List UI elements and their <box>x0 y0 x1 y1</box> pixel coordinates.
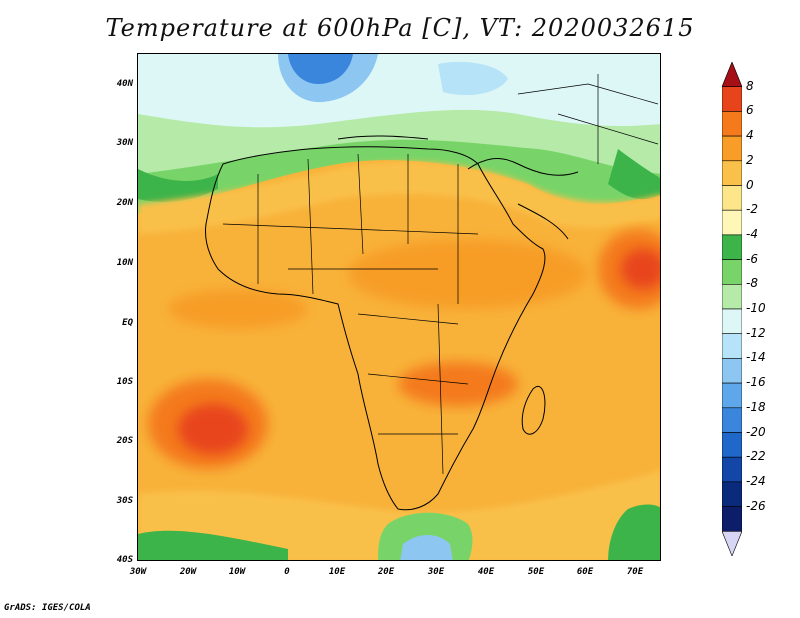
colorbar-level-label: -8 <box>746 276 758 291</box>
colorbar-level-label: -2 <box>746 202 758 217</box>
coastline-africa <box>205 135 579 511</box>
lon-label-10e: 10E <box>328 567 346 577</box>
cold-core-med <box>288 54 353 84</box>
colorbar-swatch <box>722 530 742 556</box>
green-southeast <box>608 504 660 560</box>
colorbar-level-label: -12 <box>746 325 766 340</box>
lon-label-20e: 20E <box>377 567 395 577</box>
colorbar-swatch <box>722 407 742 433</box>
lat-label-20n: 20N <box>116 198 133 208</box>
temperature-map <box>137 53 661 561</box>
warm-area-central <box>348 239 588 309</box>
green-west <box>138 169 218 202</box>
lon-label-20w: 20W <box>179 567 197 577</box>
colorbar-swatch <box>722 308 742 335</box>
lat-label-30s: 30S <box>116 496 133 506</box>
lon-label-30w: 30W <box>129 567 147 577</box>
lon-label-0: 0 <box>284 567 290 577</box>
colorbar-swatch <box>722 284 742 310</box>
mild-band <box>138 161 660 234</box>
cold-pool-east-med <box>438 61 508 96</box>
colorbar-level-label: -22 <box>746 449 766 464</box>
colorbar-swatch <box>722 86 742 112</box>
lat-label-40n: 40N <box>116 79 133 89</box>
colorbar-swatch <box>722 62 742 88</box>
lon-label-70e: 70E <box>626 567 644 577</box>
colorbar-swatch <box>722 481 742 507</box>
colorbar-level-label: -14 <box>746 350 766 365</box>
colorbar-swatch <box>722 456 742 483</box>
lat-label-10s: 10S <box>116 377 133 387</box>
colorbar-swatch <box>722 135 742 162</box>
colorbar-swatch <box>722 259 742 285</box>
colorbar-level-label: -16 <box>746 375 766 390</box>
colorbar-level-label: 4 <box>746 128 754 143</box>
colorbar-swatch <box>722 209 742 236</box>
colorbar-level-label: -26 <box>746 498 766 513</box>
hot-core-east <box>621 249 660 289</box>
colorbar-level-label: -10 <box>746 301 766 315</box>
colorbar-level-label: 0 <box>746 177 754 192</box>
colorbar <box>722 62 742 556</box>
colorbar-swatch <box>722 432 742 458</box>
lat-label-10n: 10N <box>116 258 133 268</box>
colorbar-swatch <box>722 185 742 211</box>
colorbar-level-label: -4 <box>746 226 758 241</box>
temperature-field <box>138 54 660 560</box>
colorbar-swatch <box>722 111 742 137</box>
lon-label-60e: 60E <box>576 567 594 577</box>
colorbar-level-label: -24 <box>746 473 766 488</box>
map-title: Temperature at 600hPa [C], VT: 202003261… <box>105 14 695 42</box>
colorbar-level-label: -6 <box>746 251 758 266</box>
green-east <box>608 149 660 200</box>
colorbar-level-label: 2 <box>746 152 754 167</box>
warm-area-west <box>168 289 308 329</box>
colorbar-swatch <box>722 234 742 260</box>
lon-label-10w: 10W <box>228 567 246 577</box>
colorbar-level-label: -18 <box>746 399 766 414</box>
cold-band-north <box>138 54 660 128</box>
green-southwest <box>138 530 288 560</box>
mild-band-south <box>138 469 660 560</box>
lat-label-30n: 30N <box>116 138 133 148</box>
colorbar-swatch <box>722 382 742 409</box>
lon-label-40e: 40E <box>477 567 495 577</box>
lon-label-50e: 50E <box>527 567 545 577</box>
colorbar-level-label: -20 <box>746 424 766 439</box>
hot-core-southwest <box>178 404 248 454</box>
colorbar-swatch <box>722 333 742 359</box>
hot-area-central-south <box>398 362 518 406</box>
country-borders <box>222 74 659 475</box>
lon-label-30e: 30E <box>427 567 445 577</box>
colorbar-level-label: 6 <box>746 103 754 118</box>
colorbar-swatch <box>722 358 742 384</box>
cold-pool-south <box>400 535 453 560</box>
colorbar-swatch <box>722 506 742 532</box>
lat-label-eq: EQ <box>122 318 133 328</box>
footer-credit: GrADS: IGES/COLA <box>4 603 91 613</box>
colorbar-level-label: 8 <box>746 78 754 93</box>
lat-label-40s: 40S <box>116 555 133 565</box>
colorbar-swatch <box>722 160 742 186</box>
lat-label-20s: 20S <box>116 436 133 446</box>
